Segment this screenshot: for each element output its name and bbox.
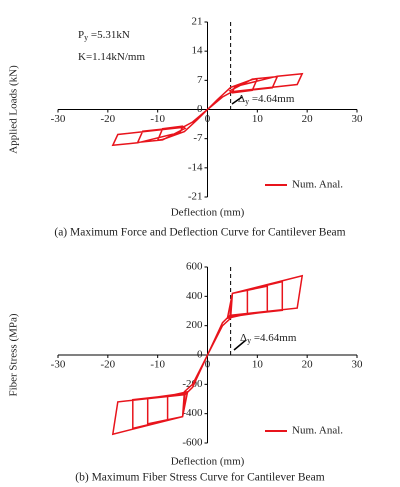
- annotation-rest: =5.31kN: [88, 29, 130, 41]
- x-axis-label: Deflection (mm): [171, 207, 245, 219]
- x-tick-label: 20: [302, 113, 314, 125]
- x-tick-label: 10: [252, 359, 264, 371]
- annotation-sub: y: [245, 97, 249, 106]
- annotation-arrow: [233, 339, 247, 351]
- annotation-sub: y: [247, 336, 251, 345]
- annotation-text: P: [78, 29, 84, 41]
- x-tick-label: -10: [150, 359, 165, 371]
- y-tick-label: -400: [182, 407, 203, 419]
- annotation-text: Δ: [238, 93, 245, 105]
- y-axis-label: Applied Loads (kN): [8, 65, 20, 154]
- legend-label: Num. Anal.: [292, 425, 343, 437]
- caption: (a) Maximum Force and Deflection Curve f…: [54, 227, 345, 239]
- y-axis-label: Fiber Stress (MPa): [8, 313, 20, 396]
- x-tick-label: 30: [352, 113, 364, 125]
- annotation-arrow: [231, 96, 243, 105]
- y-tick-label: 21: [192, 16, 203, 28]
- annotation-rest: =4.64mm: [251, 332, 297, 344]
- y-tick-label: 400: [186, 290, 203, 302]
- annotation-rest: =4.64mm: [249, 93, 295, 105]
- series-line: [111, 72, 304, 147]
- x-tick-label: -20: [100, 113, 115, 125]
- annotation: Δy =4.64mm: [240, 332, 297, 345]
- annotation-sub: y: [84, 33, 88, 42]
- x-tick-label: 10: [252, 113, 264, 125]
- x-axis-label: Deflection (mm): [171, 456, 245, 468]
- x-tick-label: -20: [100, 359, 115, 371]
- y-tick-label: 7: [197, 74, 203, 86]
- annotation: Py =5.31kN: [78, 29, 130, 42]
- y-tick-label: 0: [197, 103, 203, 115]
- y-tick-label: -600: [182, 437, 203, 449]
- y-tick-label: 14: [192, 45, 204, 57]
- y-tick-label: -21: [188, 191, 203, 203]
- y-tick-label: -14: [188, 161, 203, 173]
- x-tick-label: -30: [51, 113, 66, 125]
- x-tick-label: -10: [150, 113, 165, 125]
- y-tick-label: 600: [186, 261, 203, 273]
- y-tick-label: 0: [197, 349, 203, 361]
- x-tick-label: 0: [205, 359, 211, 371]
- y-tick-label: 200: [186, 319, 203, 331]
- x-tick-label: 30: [352, 359, 364, 371]
- legend-label: Num. Anal.: [292, 179, 343, 191]
- annotation-text: Δ: [240, 332, 247, 344]
- x-tick-label: 20: [302, 359, 314, 371]
- annotation: K=1.14kN/mm: [78, 51, 145, 63]
- y-tick-label: -7: [193, 132, 203, 144]
- x-tick-label: -30: [51, 359, 66, 371]
- caption: (b) Maximum Fiber Stress Curve for Canti…: [75, 472, 324, 484]
- x-tick-label: 0: [205, 113, 211, 125]
- annotation: Δy =4.64mm: [238, 93, 295, 106]
- annotation-text: K=1.14kN/mm: [78, 51, 145, 63]
- series-line: [111, 274, 304, 436]
